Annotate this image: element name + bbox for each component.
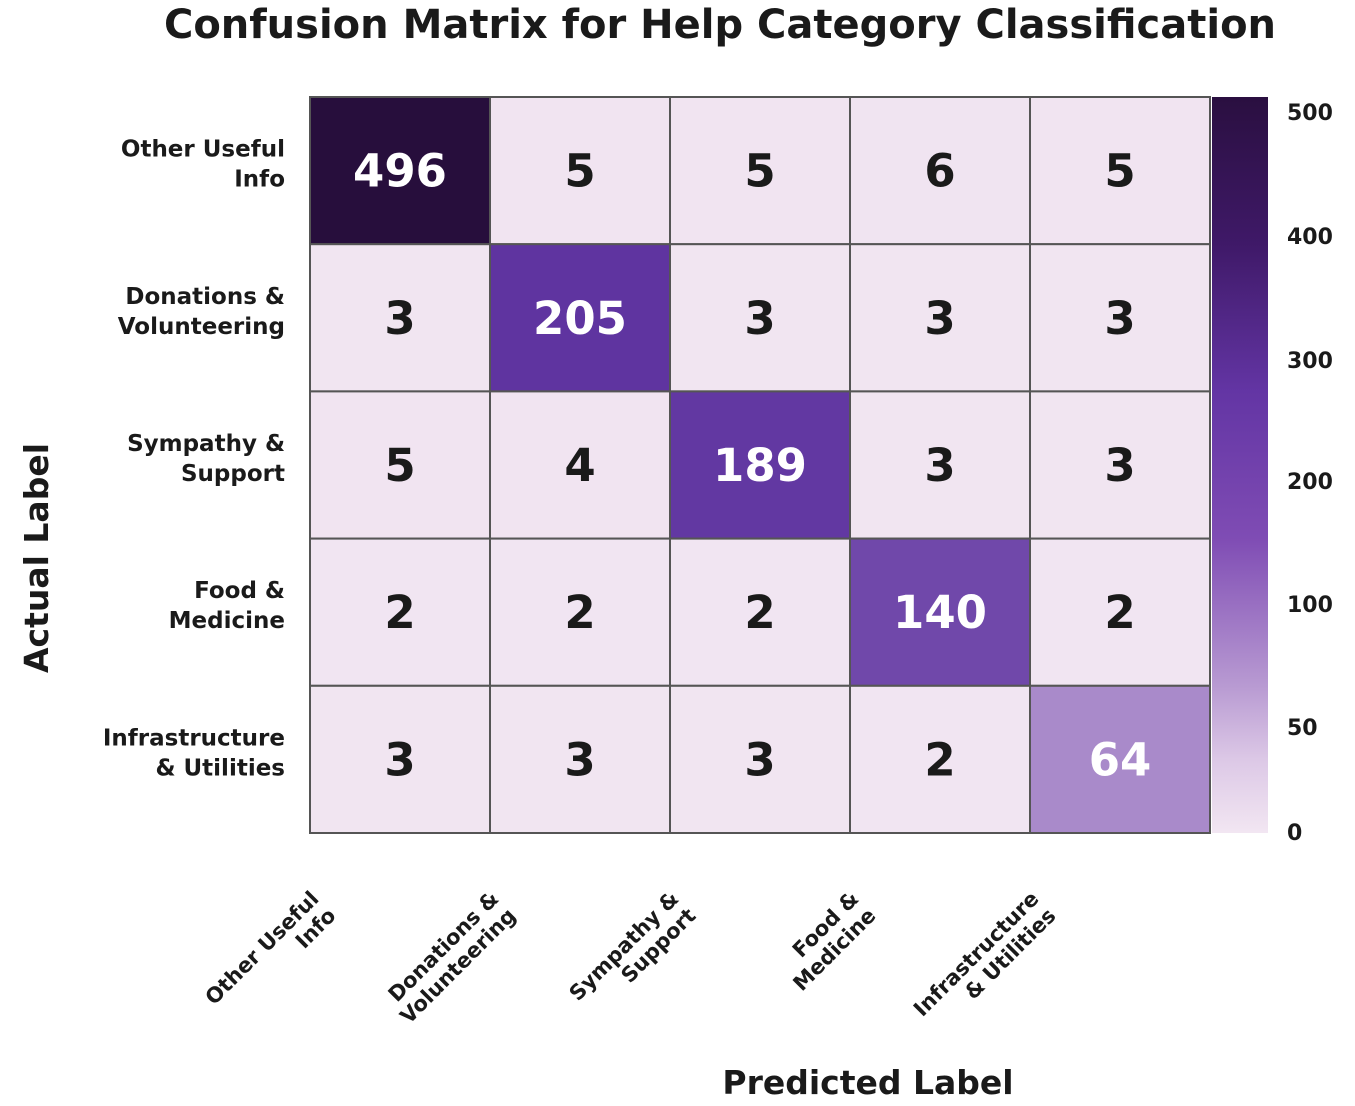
colorbar-tick-label: 200 — [1287, 470, 1333, 495]
chart-title: Confusion Matrix for Help Category Class… — [164, 2, 1276, 48]
cell-value-label: 3 — [384, 292, 415, 345]
colorbar-tick-label: 0 — [1287, 821, 1302, 846]
y-tick-label: Volunteering — [118, 314, 285, 340]
colorbar-tick-label: 50 — [1287, 716, 1318, 741]
heatmap-cell — [489, 96, 671, 246]
cell-value-label: 3 — [1104, 292, 1135, 345]
cell-value-label: 3 — [744, 292, 775, 345]
y-tick-label: Infrastructure — [103, 725, 285, 751]
heatmap-cell — [489, 537, 671, 687]
y-tick-labels: Other Useful Info Donations & Volunteering S… — [103, 137, 285, 782]
y-tick-label: Medicine — [169, 608, 285, 634]
cell-value-label: 5 — [564, 145, 595, 198]
heatmap-cell — [669, 684, 851, 834]
cell-value-label: 3 — [1104, 439, 1135, 492]
cell-value-label: 2 — [384, 586, 415, 639]
cell-value-label: 6 — [924, 145, 955, 198]
cell-value-label: 64 — [1089, 733, 1152, 786]
heatmap-cells: 496 5 5 6 5 3 205 3 3 3 5 4 189 3 3 2 2 2 140 2 3 3 3 2 64 — [309, 96, 1211, 834]
x-tick-label: Infrastructure& Utilities — [909, 887, 1061, 1022]
heatmap-cell — [309, 537, 491, 687]
heatmap-cell — [309, 684, 491, 834]
cell-value-label: 3 — [924, 292, 955, 345]
cell-value-label: 496 — [353, 145, 447, 198]
cell-value-label: 4 — [564, 439, 595, 492]
heatmap-cell — [849, 537, 1031, 687]
heatmap-cell — [669, 243, 851, 393]
colorbar-tick-label: 400 — [1287, 225, 1333, 250]
cell-value-label: 3 — [924, 439, 955, 492]
heatmap-cell — [489, 390, 671, 540]
heatmap-cell — [849, 96, 1031, 246]
heatmap-cell — [669, 96, 851, 246]
cell-value-label: 140 — [893, 586, 987, 639]
y-tick-label: Support — [181, 461, 285, 487]
colorbar — [1212, 97, 1268, 833]
y-tick-label: Donations & — [125, 284, 285, 310]
cell-value-label: 3 — [564, 733, 595, 786]
y-tick-label: Other Useful — [121, 137, 285, 163]
heatmap-cell — [1029, 243, 1211, 393]
colorbar-tick-label: 300 — [1287, 349, 1333, 374]
cell-value-label: 3 — [384, 733, 415, 786]
cell-value-label: 189 — [713, 439, 807, 492]
x-axis-label: Predicted Label — [722, 1063, 1013, 1102]
heatmap-cell — [309, 96, 491, 246]
y-tick-label: Food & — [194, 578, 285, 604]
heatmap-cell — [1029, 96, 1211, 246]
heatmap-cell — [669, 537, 851, 687]
x-tick-label: Donations &Volunteering — [384, 887, 521, 1029]
heatmap-cell — [1029, 537, 1211, 687]
heatmap-cell — [309, 243, 491, 393]
heatmap-cell — [849, 390, 1031, 540]
cell-value-label: 5 — [1104, 145, 1135, 198]
y-axis-label: Actual Label — [17, 443, 56, 673]
x-tick-label: Sympathy &Support — [565, 887, 701, 1006]
y-tick-label: Info — [234, 167, 285, 193]
cell-value-label: 2 — [564, 586, 595, 639]
cell-value-label: 3 — [744, 733, 775, 786]
cell-value-label: 2 — [924, 733, 955, 786]
cell-value-label: 2 — [1104, 586, 1135, 639]
heatmap-cell — [1029, 684, 1211, 834]
colorbar-tick-label: 500 — [1287, 101, 1333, 126]
heatmap-cell — [669, 390, 851, 540]
x-tick-label: Food &Medicine — [788, 887, 881, 996]
heatmap-cell — [1029, 390, 1211, 540]
cell-value-label: 5 — [744, 145, 775, 198]
y-tick-label: & Utilities — [155, 755, 285, 781]
cell-value-label: 205 — [533, 292, 627, 345]
colorbar-tick-label: 100 — [1287, 593, 1333, 618]
cell-value-label: 5 — [384, 439, 415, 492]
y-tick-label: Sympathy & — [127, 431, 285, 457]
cell-value-label: 2 — [744, 586, 775, 639]
heatmap-cell — [489, 684, 671, 834]
